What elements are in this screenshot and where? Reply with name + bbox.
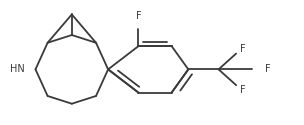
Text: F: F (240, 85, 245, 95)
Text: F: F (240, 44, 245, 54)
Text: HN: HN (10, 64, 25, 74)
Text: F: F (136, 11, 141, 21)
Text: F: F (265, 64, 271, 74)
